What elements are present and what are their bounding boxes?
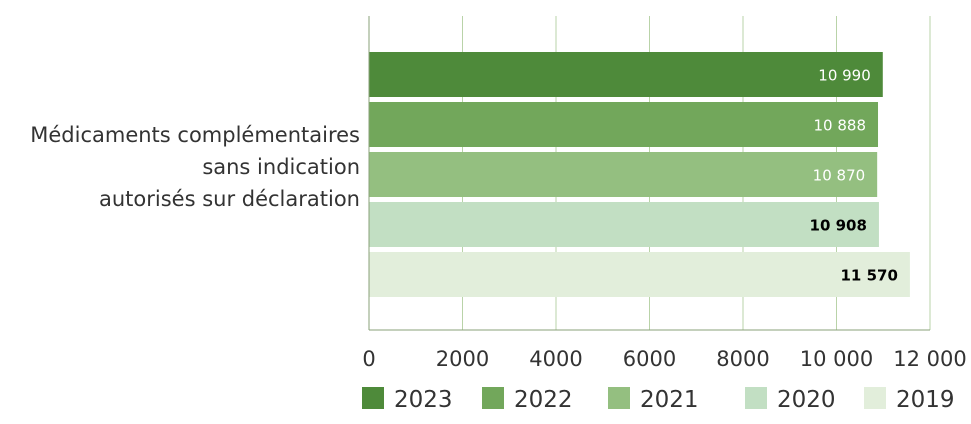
x-tick-label: 0 xyxy=(362,347,375,371)
bar-2021 xyxy=(369,152,878,197)
category-label-line: Médicaments complémentaires xyxy=(30,123,360,147)
legend-label-2021: 2021 xyxy=(640,387,699,413)
legend-swatch-2020 xyxy=(745,387,767,409)
bar-2023 xyxy=(369,52,883,97)
bars: 10 990 10 888 10 870 10 908 11 570 xyxy=(369,52,910,297)
legend-label-2022: 2022 xyxy=(514,387,573,413)
legend-swatch-2022 xyxy=(482,387,504,409)
bar-value-label: 10 870 xyxy=(813,167,866,185)
x-tick-label: 8000 xyxy=(716,347,769,371)
legend-swatch-2019 xyxy=(864,387,886,409)
x-tick-label: 6000 xyxy=(623,347,676,371)
bar-2020 xyxy=(369,202,879,247)
category-labels: Médicaments complémentaires sans indicati… xyxy=(30,123,360,211)
category-label-line: autorisés sur déclaration xyxy=(99,187,360,211)
x-tick-label: 2000 xyxy=(436,347,489,371)
x-tick-label: 4000 xyxy=(529,347,582,371)
legend-label-2020: 2020 xyxy=(777,387,836,413)
category-label-line: sans indication xyxy=(202,155,360,179)
bar-2022 xyxy=(369,102,879,147)
bar-value-label: 10 990 xyxy=(818,67,871,85)
bar-2019 xyxy=(369,252,910,297)
legend: 2023 2022 2021 2020 2019 xyxy=(362,387,955,413)
legend-label-2023: 2023 xyxy=(394,387,453,413)
bar-value-label: 10 888 xyxy=(814,117,867,135)
legend-swatch-2023 xyxy=(362,387,384,409)
legend-label-2019: 2019 xyxy=(896,387,955,413)
x-axis: 0 2000 4000 6000 8000 10 000 12 000 xyxy=(362,16,967,371)
bar-value-label: 10 908 xyxy=(810,217,867,235)
bar-value-label: 11 570 xyxy=(840,267,897,285)
legend-swatch-2021 xyxy=(608,387,630,409)
x-tick-label: 10 000 xyxy=(800,347,873,371)
x-tick-label: 12 000 xyxy=(893,347,966,371)
